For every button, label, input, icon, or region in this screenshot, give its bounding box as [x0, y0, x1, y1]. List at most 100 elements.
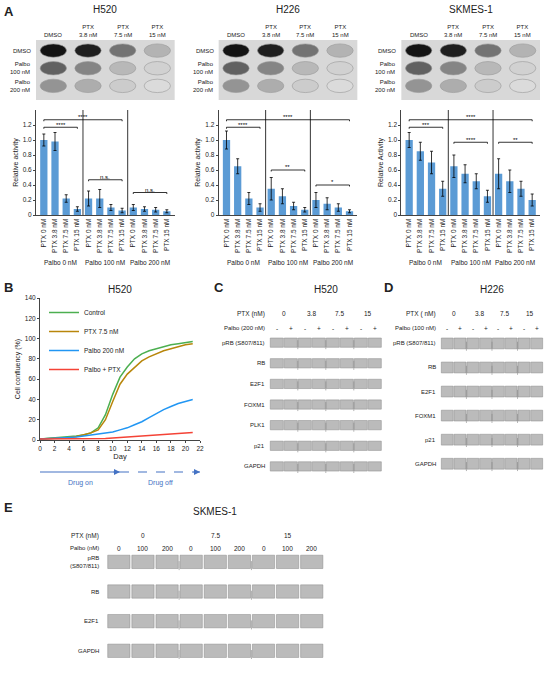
svg-text:SKMES-1: SKMES-1 [193, 506, 237, 517]
svg-text:Drug off: Drug off [148, 479, 173, 487]
svg-text:GAPDH: GAPDH [415, 461, 436, 467]
svg-text:0: 0 [117, 545, 121, 552]
svg-text:1.0: 1.0 [388, 136, 397, 143]
svg-text:3.8: 3.8 [307, 310, 316, 317]
svg-text:+: + [289, 325, 293, 332]
svg-text:PTX (nM): PTX (nM) [237, 310, 265, 318]
svg-text:PTX 0 nM: PTX 0 nM [223, 219, 230, 248]
svg-text:60: 60 [28, 375, 36, 382]
svg-text:Palbo 100 nM: Palbo 100 nM [268, 259, 308, 266]
svg-text:B: B [4, 280, 13, 295]
svg-text:7.5: 7.5 [500, 310, 509, 317]
svg-text:0.2: 0.2 [23, 196, 32, 203]
svg-text:Palbo200 nM: Palbo200 nM [10, 79, 31, 93]
svg-text:RB: RB [257, 360, 265, 366]
svg-text:Palbo 100 nM: Palbo 100 nM [451, 259, 491, 266]
svg-text:Palbo100 nM: Palbo100 nM [193, 61, 214, 75]
svg-text:7.5: 7.5 [335, 310, 344, 317]
svg-text:PTX 0 nM: PTX 0 nM [129, 219, 136, 248]
svg-text:+: + [317, 325, 321, 332]
svg-text:H226: H226 [480, 284, 504, 295]
svg-text:40: 40 [28, 396, 36, 403]
svg-text:1.2: 1.2 [23, 121, 32, 128]
svg-text:+: + [458, 325, 462, 332]
svg-text:PTX 3.8 nM: PTX 3.8 nM [506, 219, 513, 253]
svg-text:0: 0 [262, 545, 266, 552]
svg-text:H520: H520 [108, 284, 132, 295]
svg-text:Palbo (200 nM): Palbo (200 nM) [224, 325, 265, 331]
svg-text:PTX 3.8 nM: PTX 3.8 nM [51, 219, 58, 253]
svg-text:Relative Activity: Relative Activity [377, 137, 385, 187]
svg-text:PTX 3.8 nM: PTX 3.8 nM [416, 219, 423, 253]
svg-text:1.0: 1.0 [23, 136, 32, 143]
svg-text:0: 0 [282, 310, 286, 317]
svg-text:200: 200 [306, 545, 317, 552]
svg-text:PTX 15 nM: PTX 15 nM [484, 219, 491, 252]
svg-text:Control: Control [84, 309, 106, 316]
svg-text:8: 8 [96, 445, 100, 452]
svg-text:0: 0 [189, 545, 193, 552]
svg-text:PTX 3.8 nM: PTX 3.8 nM [96, 219, 103, 253]
svg-text:DMSO: DMSO [196, 48, 214, 54]
svg-text:PTX 7.5 nM: PTX 7.5 nM [84, 328, 118, 335]
svg-text:18: 18 [167, 445, 175, 452]
svg-text:p21: p21 [254, 443, 265, 449]
svg-text:***: *** [422, 122, 430, 128]
svg-text:0.6: 0.6 [23, 166, 32, 173]
svg-text:4: 4 [67, 445, 71, 452]
svg-text:0.6: 0.6 [388, 166, 397, 173]
svg-text:Palbo + PTX: Palbo + PTX [84, 366, 121, 373]
svg-text:PTX7.5 nM: PTX7.5 nM [296, 24, 314, 38]
svg-text:PTX 15 nM: PTX 15 nM [118, 219, 125, 252]
svg-text:PTX 0 nM: PTX 0 nM [267, 219, 274, 248]
svg-text:2: 2 [53, 445, 57, 452]
svg-text:Palbo (nM): Palbo (nM) [70, 545, 99, 551]
svg-text:Palbo 200 nM: Palbo 200 nM [130, 259, 170, 266]
svg-text:12: 12 [124, 445, 132, 452]
svg-text:100: 100 [137, 545, 148, 552]
svg-text:-: - [276, 325, 278, 332]
svg-text:120: 120 [25, 315, 36, 322]
svg-text:PTX 0 nM: PTX 0 nM [405, 219, 412, 248]
svg-text:****: **** [56, 122, 66, 128]
svg-text:PTX 15 nM: PTX 15 nM [163, 219, 170, 252]
svg-text:PTX 15 nM: PTX 15 nM [439, 219, 446, 252]
svg-text:pRB (S807/811): pRB (S807/811) [222, 340, 265, 346]
svg-text:Palbo 0 nM: Palbo 0 nM [44, 259, 77, 266]
svg-text:0: 0 [211, 211, 215, 218]
svg-text:n.s.: n.s. [100, 174, 110, 180]
svg-text:PTX 7.5 nM: PTX 7.5 nM [334, 219, 341, 253]
svg-text:E2F1: E2F1 [421, 389, 436, 395]
svg-text:**: ** [513, 137, 518, 143]
svg-text:PTX ( nM): PTX ( nM) [406, 310, 436, 318]
svg-text:200: 200 [234, 545, 245, 552]
svg-text:0.6: 0.6 [205, 166, 214, 173]
svg-text:PTX 7.5 nM: PTX 7.5 nM [152, 219, 159, 253]
svg-text:RB: RB [428, 364, 436, 370]
svg-text:Relative activity: Relative activity [12, 138, 20, 187]
svg-text:+: + [484, 325, 488, 332]
svg-text:H226: H226 [276, 4, 300, 15]
svg-text:22: 22 [196, 445, 204, 452]
svg-text:100: 100 [282, 545, 293, 552]
svg-text:PLK1: PLK1 [250, 422, 265, 428]
svg-text:p21: p21 [425, 437, 436, 443]
svg-text:+: + [535, 325, 539, 332]
svg-text:PTX (nM): PTX (nM) [71, 532, 99, 540]
svg-text:+: + [345, 325, 349, 332]
svg-text:PTX3.8 nM: PTX3.8 nM [444, 24, 462, 38]
svg-text:Palbo 200 nM: Palbo 200 nM [495, 259, 535, 266]
svg-text:PTX 7.5 nM: PTX 7.5 nM [517, 219, 524, 253]
svg-text:Palbo 200 nM: Palbo 200 nM [313, 259, 353, 266]
svg-text:PTX 3.8 nM: PTX 3.8 nM [279, 219, 286, 253]
svg-text:E: E [4, 500, 13, 515]
svg-text:100: 100 [25, 335, 36, 342]
svg-text:-: - [446, 325, 448, 332]
svg-text:0: 0 [28, 211, 32, 218]
svg-text:20: 20 [182, 445, 190, 452]
svg-text:0.4: 0.4 [388, 181, 397, 188]
svg-text:0.2: 0.2 [388, 196, 397, 203]
svg-text:100: 100 [210, 545, 221, 552]
svg-text:PTX 0 nM: PTX 0 nM [40, 219, 47, 248]
svg-text:1.0: 1.0 [205, 136, 214, 143]
